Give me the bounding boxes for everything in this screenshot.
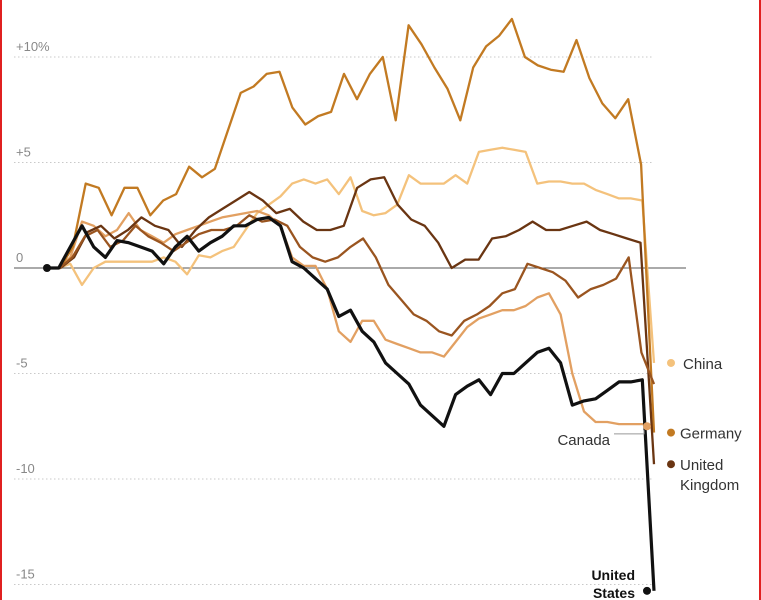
start-marker (43, 264, 51, 272)
series-line-china (47, 146, 656, 363)
y-tick-label-1: +5 (16, 145, 31, 160)
series-label-uk-1: Kingdom (680, 477, 739, 494)
series-label-germany-0: Germany (680, 426, 742, 443)
y-tick-label-3: -5 (16, 356, 28, 371)
end-marker-germany (667, 428, 675, 437)
y-tick-label-2: 0 (16, 250, 23, 265)
series-line-uk (47, 176, 656, 465)
series-label-uk-0: United (680, 457, 723, 474)
end-marker-canada (643, 422, 651, 431)
end-marker-us (643, 586, 651, 595)
canada-leader-line (614, 430, 645, 435)
y-tick-label-5: -15 (16, 567, 35, 582)
series-line-canada (47, 209, 655, 428)
series-label-us-1: States (593, 585, 635, 600)
y-tick-label-0: +10% (16, 39, 50, 54)
series-label-canada-0: Canada (557, 432, 610, 449)
series-line-germany (47, 17, 656, 433)
series-line-us (47, 215, 656, 591)
y-tick-label-4: -10 (16, 461, 35, 476)
series-label-china-0: China (683, 356, 723, 373)
series-line-other (47, 214, 656, 385)
end-marker-uk (667, 460, 675, 469)
end-marker-china (667, 358, 675, 367)
series-label-us-0: United (591, 567, 635, 583)
